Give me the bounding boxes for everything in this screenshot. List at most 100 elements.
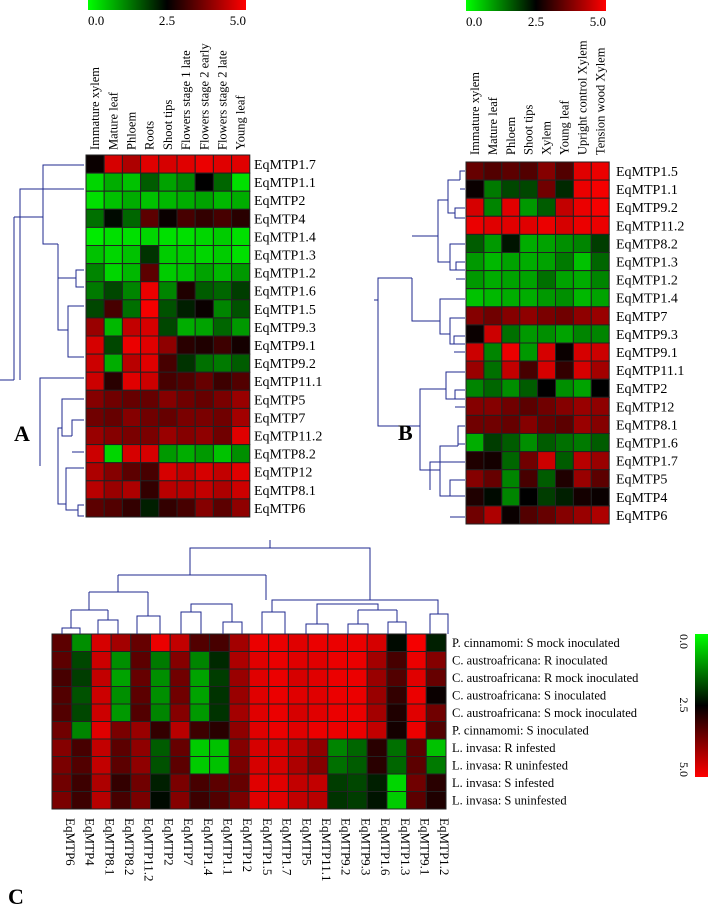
heatmap-a-cell [85,154,105,174]
heatmap-b-cell [572,306,592,326]
heatmap-a-cell [85,172,105,192]
heatmap-a-row-label: EqMTP12 [254,466,312,481]
heatmap-b-cell [483,451,503,471]
heatmap-b-row-label: EqMTP12 [616,400,674,415]
heatmap-c-column-label: EqMTP1.2 [437,818,452,875]
heatmap-b-cell [501,324,521,344]
colorbar-b-tick-mid: 2.5 [528,14,544,29]
heatmap-b-cell [483,469,503,489]
heatmap-b-cell [572,378,592,398]
heatmap-b-cell [483,179,503,199]
heatmap-b-cell [519,215,539,235]
heatmap-b-cell [465,433,485,453]
heatmap-c-cell [90,703,112,722]
heatmap-a-cell [194,444,214,464]
heatmap-b-cell [555,360,574,380]
heatmap-b-cell [572,197,592,217]
heatmap-b-cell [572,270,592,290]
heatmap-a-cell [103,426,123,446]
heatmap-a-cell [85,426,105,446]
heatmap-a-cell [85,353,105,373]
heatmap-c-cell [386,703,408,722]
heatmap-b-cell [519,469,539,489]
heatmap-a-cell [140,208,160,228]
heatmap-c-cell [307,651,329,670]
heatmap-a-cell [140,226,160,246]
heatmap-b-cell [590,360,610,380]
heatmap-a-cell [121,172,142,192]
heatmap-b-cell [590,469,610,489]
heatmap-a-cell [121,353,142,373]
heatmap-c-column-label: EqMTP8.1 [102,818,117,875]
heatmap-b-cell [590,505,610,525]
heatmap-b-cell [501,451,521,471]
heatmap-a-cell [158,480,178,500]
heatmap-a-cell [140,462,160,482]
heatmap-b-cell [465,342,485,362]
panel-a: Immature xylem Mature leaf Phloem Roots Shoo… [0,43,322,518]
heatmap-c-cell [287,756,309,775]
heatmap-c-column-label: EqMTP12 [240,818,255,872]
heatmap-a-cell [158,263,178,283]
heatmap-b-cell [465,451,485,471]
heatmap-c-cell [189,773,211,792]
heatmap-a-cell [103,172,123,192]
heatmap-c-cell [169,791,191,810]
colorbar-a-tick-high: 5.0 [230,13,246,28]
heatmap-b-cell [537,324,556,344]
heatmap-a-column-label: Mature leaf [106,91,120,150]
heatmap-a-cell [194,317,214,337]
heatmap-b-cell [465,288,485,308]
heatmap-c-column-label: EqMTP1.6 [378,818,393,876]
heatmap-b-row-label: EqMTP1.1 [616,183,678,198]
heatmap-a-cell [140,371,160,391]
heatmap-b-row-label: EqMTP1.6 [616,436,678,451]
heatmap-c-cell [189,791,211,810]
heatmap-b-cell [483,487,503,507]
heatmap-c-cell [189,756,211,775]
colorbar-b-gradient [466,0,606,11]
heatmap-a-cell [194,245,214,265]
heatmap-b-cell [519,360,539,380]
heatmap-c-column-label: EqMTP8.2 [122,818,137,875]
heatmap-a-cell [194,353,214,373]
heatmap-a-cell [103,462,123,482]
panel-c-label: C [8,884,24,909]
heatmap-a-cell [212,353,233,373]
colorbar-c-tick-mid: 2.5 [677,698,691,713]
heatmap-a-cell [176,317,196,337]
colorbar-c: 0.0 2.5 5.0 [677,634,708,777]
heatmap-a-cell [121,190,142,210]
heatmap-c-cell [71,668,92,687]
heatmap-c-cell [307,791,329,810]
heatmap-c-column-label: EqMTP1.4 [201,818,216,876]
heatmap-a-cell [85,371,105,391]
heatmap-b-cell [537,414,556,434]
heatmap-c-cell [248,651,270,670]
heatmap-a-cell [140,281,160,301]
heatmap-a-cell [231,371,251,391]
heatmap-a-cell [140,335,160,355]
heatmap-c-cell [327,686,348,705]
heatmap-a-cell [103,226,123,246]
colorbar-b-tick-low: 0.0 [466,14,482,29]
heatmap-a-cell [121,462,142,482]
heatmap-a-row-label: EqMTP1.7 [254,158,316,173]
heatmap-b-cell [483,360,503,380]
heatmap-c-cell [268,703,289,722]
heatmap-a-cell [194,498,214,518]
heatmap-c-cell [110,651,132,670]
heatmap-b-cell [572,179,592,199]
heatmap-b-row-label: EqMTP4 [616,491,667,506]
heatmap-c-cell [425,791,447,810]
heatmap-a-cell [140,498,160,518]
heatmap-b-row-label: EqMTP1.5 [616,165,678,180]
heatmap-b-cell [465,414,485,434]
heatmap-c-cell [287,773,309,792]
heatmap-c-cell [386,773,408,792]
heatmap-b-cell [555,451,574,471]
heatmap-a-row-label: EqMTP11.2 [254,429,322,444]
heatmap-a-cell [176,190,196,210]
heatmap-b-cell [465,161,485,181]
heatmap-b-cell [590,324,610,344]
